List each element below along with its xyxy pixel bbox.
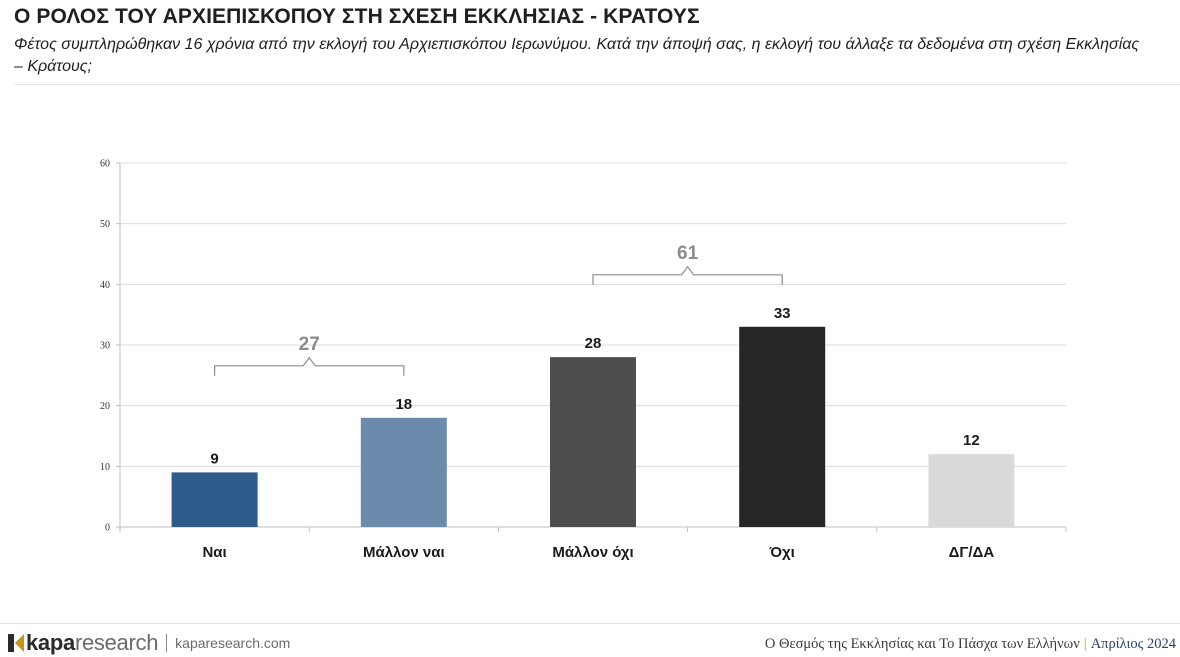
footer-separator-line — [166, 634, 168, 652]
bar — [739, 326, 826, 527]
question-line-2: – Κράτους; — [14, 58, 92, 75]
bar — [171, 472, 258, 527]
group-brackets: 27 61 — [214, 243, 783, 376]
footer-divider — [0, 623, 1180, 624]
category-label: Μάλλον ναι — [363, 544, 445, 561]
bar — [360, 417, 447, 527]
y-tick-label: 10 — [100, 462, 110, 473]
report-title: Ο Θεσμός της Εκκλησίας και Το Πάσχα των … — [764, 636, 1080, 652]
footer-separator: | — [1083, 636, 1087, 652]
footer-report-info: Ο Θεσμός της Εκκλησίας και Το Πάσχα των … — [765, 636, 1176, 653]
y-tick-label: 0 — [105, 523, 110, 534]
website-link[interactable]: kaparesearch.com — [175, 635, 291, 651]
question-text: Φέτος συμπληρώθηκαν 16 χρόνια από την εκ… — [14, 34, 1178, 78]
group-bracket — [214, 356, 405, 376]
bar — [550, 357, 636, 527]
data-label: 18 — [395, 396, 412, 413]
data-label: 28 — [585, 335, 602, 352]
bar — [928, 454, 1015, 527]
question-line-1: Φέτος συμπληρώθηκαν 16 χρόνια από την εκ… — [14, 36, 1140, 53]
gridlines — [120, 162, 1066, 467]
report-date: Απρίλιος 2024 — [1090, 636, 1176, 652]
group-total-label: 27 — [299, 334, 320, 355]
y-tick-label: 40 — [100, 280, 110, 291]
logo-wordmark: kaparesearch — [26, 632, 158, 654]
data-label: 9 — [210, 450, 218, 467]
header-divider — [14, 84, 1180, 85]
y-tick-label: 30 — [100, 341, 110, 352]
category-label: Όχι — [769, 544, 795, 561]
data-label: 33 — [774, 305, 791, 322]
logo-wordmark-bold: kapa — [26, 630, 75, 655]
group-bracket — [592, 265, 783, 285]
page-title: Ο ΡΟΛΟΣ ΤΟΥ ΑΡΧΙΕΠΙΣΚΟΠΟΥ ΣΤΗ ΣΧΕΣΗ ΕΚΚΛ… — [14, 5, 700, 28]
kapa-logo-icon — [8, 634, 24, 652]
y-tick-label: 60 — [100, 159, 110, 170]
y-tick-label: 20 — [100, 401, 110, 412]
y-tick-label: 50 — [100, 219, 110, 230]
category-label: Μάλλον όχι — [552, 544, 633, 561]
bar-chart: 0 10 20 30 40 50 60 9 Ναι 18 Μάλλον ναι 28 Μάλλον ό… — [100, 159, 1067, 561]
category-label: Ναι — [202, 544, 226, 561]
group-total-label: 61 — [677, 243, 699, 264]
footer-brand: kaparesearch kaparesearch.com — [6, 630, 290, 656]
bars — [171, 326, 1015, 527]
category-label: ΔΓ/ΔΑ — [949, 544, 995, 561]
data-label: 12 — [963, 432, 980, 449]
labels: 9 Ναι 18 Μάλλον ναι 28 Μάλλον όχι 33 Όχι 12 ΔΓ/ΔΑ — [202, 305, 994, 561]
logo-wordmark-light: research — [74, 630, 159, 655]
